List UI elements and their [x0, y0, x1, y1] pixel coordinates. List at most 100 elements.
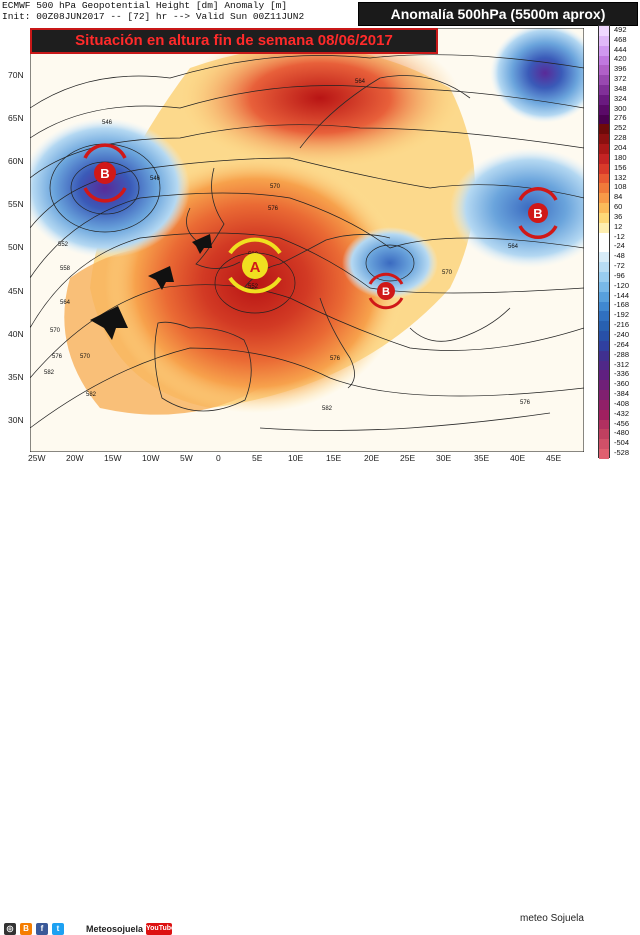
color-scale-label: -48	[614, 251, 625, 261]
color-scale-label: -384	[614, 389, 630, 399]
blogger-icon[interactable]: B	[20, 923, 32, 935]
color-scale-label: 396	[614, 64, 627, 74]
color-scale-label: -288	[614, 349, 630, 359]
brand-logo: meteo Sojuela	[520, 913, 584, 924]
flow-arrows	[90, 234, 212, 340]
contour-label: 558	[60, 266, 71, 272]
rotation-arrow-icon	[228, 237, 282, 255]
contour-line	[30, 192, 584, 279]
instagram-icon[interactable]: ◎	[4, 923, 16, 935]
color-scale-swatch	[599, 203, 609, 214]
color-scale-label: -432	[614, 408, 630, 418]
lat-tick: 55N	[8, 199, 24, 209]
color-scale-swatch	[599, 331, 609, 342]
map-title-box: Anomalía 500hPa (5500m aprox)	[358, 2, 638, 26]
color-scale-swatch	[599, 252, 609, 263]
color-scale-swatch	[599, 75, 609, 86]
color-scale-label: 84	[614, 192, 623, 202]
color-scale-swatch	[599, 153, 609, 165]
africa-coast	[259, 412, 551, 431]
lat-tick: 60N	[8, 156, 24, 166]
color-scale-label: 276	[614, 113, 627, 123]
northern-ridge-anomaly	[180, 28, 460, 168]
color-scale-swatch	[599, 272, 609, 283]
contour-line	[30, 85, 584, 139]
lat-tick: 70N	[8, 70, 24, 80]
contour-label: 582	[322, 406, 333, 412]
color-scale-swatch	[599, 439, 609, 450]
color-scale-swatch	[599, 281, 609, 293]
lon-tick: 40E	[510, 453, 526, 463]
color-scale-label: -336	[614, 369, 630, 379]
coastlines	[154, 75, 551, 431]
facebook-icon[interactable]: f	[36, 923, 48, 935]
color-scale-swatch	[599, 301, 609, 312]
color-scale-swatch	[599, 409, 609, 421]
contour-label: 564	[355, 79, 366, 85]
lat-tick: 50N	[8, 242, 24, 252]
twitter-icon[interactable]: t	[52, 923, 64, 935]
color-scale-swatch	[599, 65, 609, 76]
color-scale-label: -504	[614, 438, 630, 448]
color-scale-swatch	[599, 124, 609, 135]
color-scale-label: 12	[614, 221, 623, 231]
lon-tick: 10W	[142, 453, 160, 463]
color-scale-swatch	[599, 183, 609, 194]
pressure-center-low-atlantic: B	[83, 143, 127, 203]
low-marker	[377, 282, 395, 300]
contour-label: 546	[102, 120, 113, 126]
color-scale-swatch	[599, 340, 609, 352]
lon-tick: 10E	[288, 453, 304, 463]
color-scale-label: 60	[614, 202, 623, 212]
flow-arrow-icon	[148, 266, 174, 290]
color-scale-swatch	[599, 399, 609, 411]
color-scale-label: -72	[614, 261, 625, 271]
color-scale-label: -360	[614, 379, 630, 389]
color-scale-swatch	[599, 104, 609, 116]
color-scale-swatch	[599, 419, 609, 430]
color-scale-swatch	[599, 380, 609, 391]
contour-label: 570	[270, 184, 281, 190]
social-handle[interactable]: Meteosojuela	[86, 924, 144, 934]
lat-tick: 35N	[8, 372, 24, 382]
contour-label: 576	[520, 400, 531, 406]
flow-arrow-icon	[90, 306, 128, 340]
header-line-2: Init: 00Z08JUN2017 -- [72] hr --> Valid …	[2, 11, 305, 22]
flow-arrow-icon	[192, 234, 212, 254]
lat-tick: 40N	[8, 329, 24, 339]
rotation-arrow-icon	[368, 297, 404, 310]
contour-label: 564	[60, 300, 71, 306]
contour-label: 552	[248, 284, 259, 290]
color-scale-label: -408	[614, 398, 630, 408]
scandinavia-coast	[299, 75, 471, 149]
contour-label: 582	[44, 370, 55, 376]
contour-label: 576	[52, 354, 63, 360]
color-scale-swatch	[599, 55, 609, 66]
youtube-badge[interactable]: YouTube	[146, 923, 175, 935]
lon-tick: 15W	[104, 453, 122, 463]
lon-tick: 5E	[252, 453, 263, 463]
color-scale-label: 108	[614, 182, 627, 192]
lat-tick: 30N	[8, 415, 24, 425]
iberia-coast	[154, 321, 252, 412]
contour-label: 570	[442, 270, 453, 276]
color-scale-label: 132	[614, 172, 627, 182]
color-scale-label: 324	[614, 93, 627, 103]
color-scale-label: -192	[614, 310, 630, 320]
color-scale-label: 204	[614, 143, 627, 152]
lon-tick: 25E	[400, 453, 416, 463]
model-header: ECMWF 500 hPa Geopotential Height [dm] A…	[2, 0, 304, 22]
pressure-center-low-east: B	[518, 187, 558, 239]
color-scale-swatch	[599, 429, 609, 440]
color-scale-label: -480	[614, 428, 630, 438]
color-scale-label: -456	[614, 418, 630, 428]
color-scale-swatch	[599, 449, 609, 460]
color-scale-swatch	[599, 134, 609, 145]
color-scale-swatch	[599, 360, 609, 371]
lon-tick: 20E	[364, 453, 380, 463]
color-scale-label: -216	[614, 320, 630, 330]
lon-tick: 5W	[180, 453, 193, 463]
color-scale-label: 372	[614, 74, 627, 84]
high-label: A	[250, 259, 261, 276]
contour-label: 546	[150, 176, 161, 182]
